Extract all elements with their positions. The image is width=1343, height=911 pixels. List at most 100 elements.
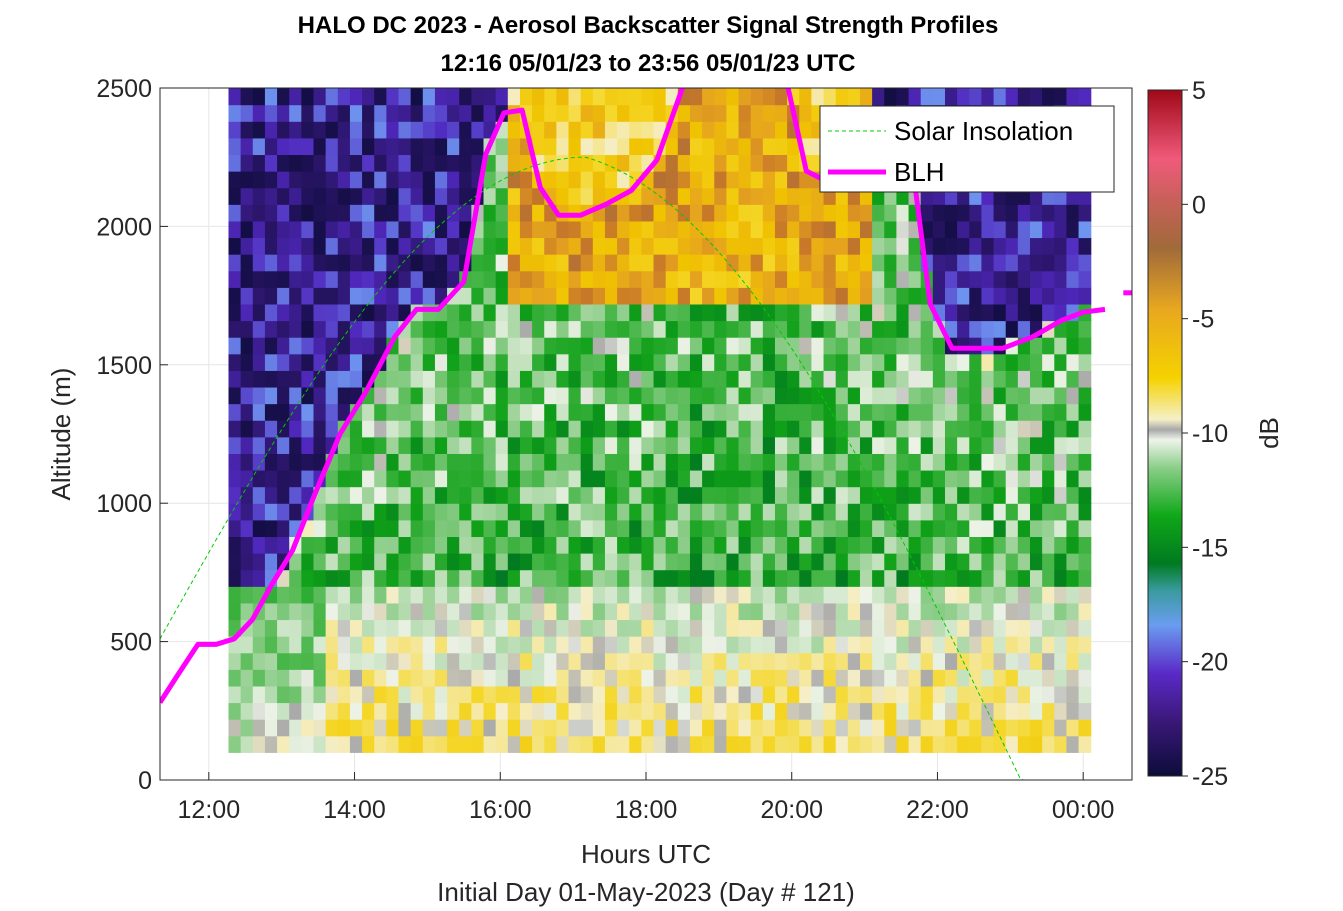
heatmap-cell — [1054, 602, 1068, 621]
heatmap-cell — [884, 237, 898, 255]
heatmap-cell — [532, 636, 545, 654]
heatmap-cell — [981, 669, 995, 687]
heatmap-cell — [519, 287, 533, 305]
heatmap-cell — [665, 469, 679, 488]
heatmap-cell — [835, 254, 849, 272]
heatmap-cell — [750, 88, 764, 106]
heatmap-cell — [896, 237, 910, 255]
heatmap-cell — [957, 353, 970, 371]
heatmap-cell — [884, 719, 898, 737]
heatmap-cell — [750, 220, 764, 239]
heatmap-cell — [374, 287, 387, 305]
heatmap-cell — [981, 719, 995, 737]
heatmap-cell — [896, 287, 910, 305]
heatmap-cell — [944, 370, 958, 388]
heatmap-cell — [1078, 519, 1092, 538]
heatmap-cell — [422, 553, 436, 571]
heatmap-cell — [592, 735, 606, 753]
heatmap-cell — [762, 287, 776, 305]
heatmap-cell — [1042, 553, 1055, 571]
heatmap-cell — [447, 370, 460, 388]
heatmap-cell — [774, 171, 788, 189]
heatmap-cell — [689, 121, 703, 139]
heatmap-cell — [495, 536, 509, 554]
heatmap-cell — [677, 685, 691, 704]
heatmap-cell — [714, 636, 727, 654]
heatmap-cell — [641, 469, 655, 488]
heatmap-cell — [580, 453, 594, 471]
heatmap-cell — [665, 370, 679, 388]
heatmap-cell — [544, 220, 557, 239]
heatmap-cell — [301, 270, 315, 288]
heatmap-cell — [641, 669, 655, 687]
heatmap-cell — [337, 553, 351, 571]
x-axis-sublabel: Initial Day 01-May-2023 (Day # 121) — [437, 877, 855, 907]
heatmap-cell — [1066, 403, 1080, 421]
heatmap-cell — [932, 569, 946, 587]
heatmap-cell — [471, 469, 485, 488]
heatmap-cell — [726, 652, 740, 670]
heatmap-cell — [969, 702, 983, 720]
heatmap-cell — [349, 353, 363, 371]
heatmap-cell — [434, 171, 448, 189]
heatmap-cell — [410, 719, 424, 737]
heatmap-cell — [374, 187, 387, 205]
heatmap-cell — [434, 602, 448, 621]
heatmap-cell — [944, 88, 958, 106]
heatmap-cell — [434, 420, 448, 438]
heatmap-cell — [532, 254, 545, 272]
legend: Solar Insolation BLH — [819, 105, 1115, 193]
heatmap-cell — [362, 569, 375, 587]
heatmap-cell — [981, 503, 995, 521]
heatmap-cell — [1042, 602, 1055, 621]
heatmap-cell — [507, 420, 521, 438]
heatmap-cell — [835, 469, 849, 488]
heatmap-cell — [847, 519, 861, 538]
heatmap-cell — [932, 735, 946, 753]
heatmap-cell — [847, 287, 861, 305]
heatmap-cell — [896, 486, 910, 504]
heatmap-cell — [422, 220, 436, 239]
heatmap-cell — [714, 602, 727, 621]
heatmap-cell — [750, 453, 764, 471]
heatmap-cell — [787, 403, 800, 421]
heatmap-cell — [1078, 403, 1092, 421]
heatmap-cell — [568, 636, 582, 654]
heatmap-cell — [750, 237, 764, 255]
heatmap-cell — [264, 636, 278, 654]
heatmap-cell — [774, 420, 788, 438]
heatmap-cell — [641, 636, 655, 654]
heatmap-cell — [374, 735, 387, 753]
heatmap-cell — [1029, 735, 1043, 753]
heatmap-cell — [349, 685, 363, 704]
heatmap-cell — [459, 536, 472, 554]
heatmap-cell — [617, 669, 630, 687]
heatmap-cell — [847, 420, 861, 438]
chart-subtitle: 12:16 05/01/23 to 23:56 05/01/23 UTC — [441, 50, 856, 77]
heatmap-cell — [544, 719, 557, 737]
heatmap-cell — [289, 337, 302, 355]
heatmap-cell — [872, 337, 885, 355]
heatmap-cell — [580, 652, 594, 670]
heatmap-cell — [714, 287, 727, 305]
heatmap-cell — [519, 171, 533, 189]
heatmap-cell — [689, 602, 703, 621]
heatmap-cell — [410, 469, 424, 488]
heatmap-cell — [592, 602, 606, 621]
heatmap-cell — [519, 519, 533, 538]
heatmap-cell — [1005, 270, 1019, 288]
heatmap-cell — [787, 569, 800, 587]
heatmap-cell — [762, 702, 776, 720]
heatmap-cell — [495, 719, 509, 737]
heatmap-cell — [1005, 436, 1019, 454]
heatmap-cell — [1042, 88, 1055, 106]
heatmap-cell — [774, 220, 788, 239]
heatmap-cell — [920, 204, 934, 222]
heatmap-cell — [568, 685, 582, 704]
heatmap-cell — [811, 204, 825, 222]
heatmap-cell — [580, 519, 594, 538]
heatmap-cell — [252, 702, 266, 720]
heatmap-cell — [544, 536, 557, 554]
heatmap-cell — [277, 536, 290, 554]
heatmap-cell — [835, 503, 849, 521]
